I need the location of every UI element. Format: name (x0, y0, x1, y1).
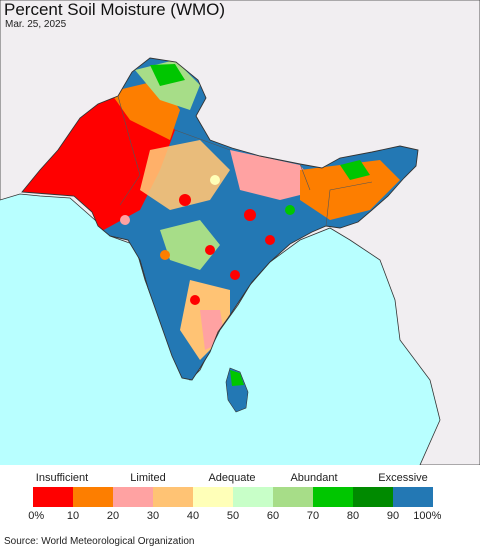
legend-swatch-0 (33, 487, 73, 507)
legend-category-adequate: Adequate (208, 472, 256, 484)
legend-tick-1: 10 (66, 510, 80, 522)
legend-category-excessive: Excessive (378, 472, 428, 484)
legend-category-insufficient: Insufficient (35, 472, 89, 484)
legend-tick-3: 30 (146, 510, 160, 522)
legend-swatch-4 (193, 487, 233, 507)
legend-tick-0: 0% (28, 510, 45, 522)
legend-swatch-7 (313, 487, 353, 507)
legend-category-abundant: Abundant (290, 472, 338, 484)
legend-swatch-8 (353, 487, 393, 507)
legend-tick-8: 80 (346, 510, 360, 522)
source-credit: Source: World Meteorological Organizatio… (4, 536, 195, 547)
map-date: Mar. 25, 2025 (5, 19, 67, 30)
map-title: Percent Soil Moisture (WMO) (4, 0, 226, 19)
legend-swatch-2 (113, 487, 153, 507)
legend-color-bar (33, 487, 433, 507)
legend-swatch-5 (233, 487, 273, 507)
legend-tick-6: 60 (266, 510, 280, 522)
legend-tick-2: 20 (106, 510, 120, 522)
legend-swatch-3 (153, 487, 193, 507)
legend-swatch-9 (393, 487, 433, 507)
legend-swatch-6 (273, 487, 313, 507)
legend-tick-7: 70 (306, 510, 320, 522)
internal-borders (117, 95, 373, 227)
soil-moisture-map (0, 0, 480, 465)
legend-swatch-1 (73, 487, 113, 507)
legend-category-limited: Limited (130, 472, 166, 484)
legend-tick-4: 40 (186, 510, 200, 522)
region-outline (21, 57, 419, 381)
legend-tick-5: 50 (226, 510, 240, 522)
legend-tick-9: 90 (386, 510, 400, 522)
legend-tick-10: 100% (413, 510, 442, 522)
